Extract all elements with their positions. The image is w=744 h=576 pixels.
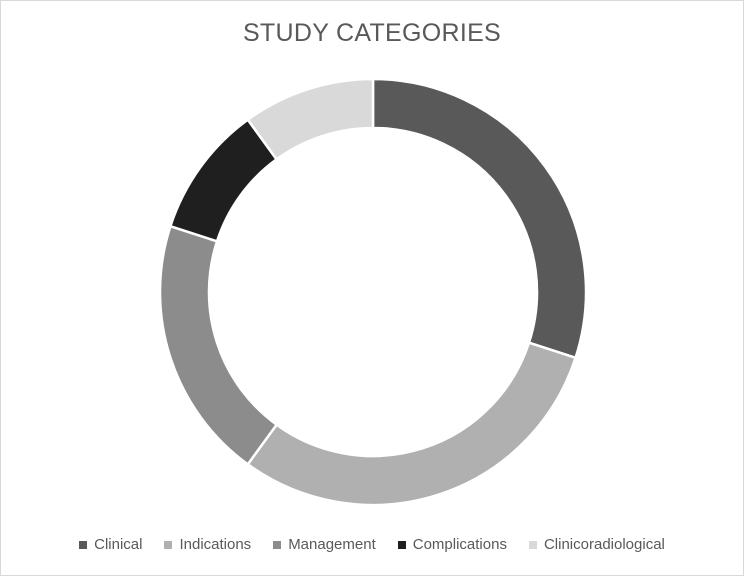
legend-item-complications: Complications bbox=[397, 536, 507, 553]
donut-slice-clinicoradiological bbox=[246, 77, 375, 162]
chart-legend: Clinical Indications Management Complicatio… bbox=[1, 536, 743, 553]
legend-label: Clinicoradiological bbox=[543, 536, 665, 553]
legend-swatch bbox=[528, 540, 537, 549]
donut-slice-indications bbox=[246, 341, 578, 507]
chart-title: STUDY CATEGORIES bbox=[242, 19, 502, 47]
legend-label: Indications bbox=[179, 536, 252, 553]
legend-swatch bbox=[397, 540, 406, 549]
donut-slice-management bbox=[158, 224, 279, 467]
legend-swatch bbox=[79, 540, 88, 549]
legend-item-clinicoradiological: Clinicoradiological bbox=[528, 536, 665, 553]
legend-item-management: Management bbox=[273, 536, 376, 553]
donut-slice-clinical bbox=[371, 77, 588, 360]
legend-label: Clinical bbox=[94, 536, 143, 553]
legend-label: Management bbox=[288, 536, 376, 553]
legend-item-indications: Indications bbox=[164, 536, 251, 553]
legend-swatch bbox=[273, 540, 282, 549]
legend-swatch bbox=[164, 540, 173, 549]
legend-label: Complications bbox=[412, 536, 507, 553]
legend-item-clinical: Clinical bbox=[79, 536, 142, 553]
